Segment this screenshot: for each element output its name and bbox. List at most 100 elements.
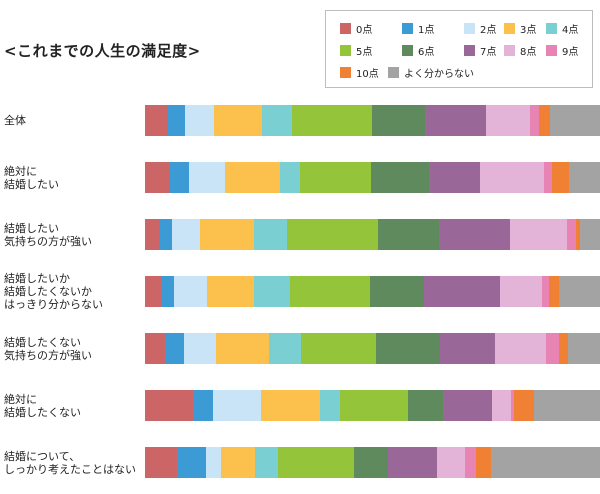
bar-segment — [280, 162, 301, 193]
legend-item-11: よく分からない — [388, 65, 474, 80]
bar-segment — [291, 105, 372, 136]
legend-label: 9点 — [562, 46, 579, 58]
bar-segment — [145, 390, 194, 421]
bar-segment — [254, 276, 291, 307]
legend-swatch — [340, 66, 351, 78]
bar-segment — [145, 276, 162, 307]
bar-segment — [173, 276, 208, 307]
bar-segment — [188, 162, 226, 193]
legend-swatch — [340, 44, 351, 56]
bar-segment — [542, 276, 550, 307]
bar-segment — [339, 390, 409, 421]
bar-segment — [579, 219, 600, 250]
bar-segment — [145, 162, 171, 193]
legend-item-5: 5点 — [340, 43, 372, 58]
bar-segment — [145, 333, 166, 364]
bar-segment — [509, 219, 568, 250]
bar-segment — [424, 276, 501, 307]
legend-label: 1点 — [418, 24, 435, 36]
bar-segment — [575, 219, 580, 250]
legend-swatch — [546, 44, 557, 56]
bar-segment — [491, 447, 600, 478]
legend-swatch — [504, 22, 515, 34]
legend-label: 4点 — [562, 24, 579, 36]
legend-label: 0点 — [356, 24, 373, 36]
bar-segment — [254, 447, 279, 478]
bar-segment — [225, 162, 281, 193]
legend-item-7: 7点 — [464, 43, 497, 58]
bar-segment — [207, 276, 255, 307]
legend-label: 6点 — [418, 46, 435, 58]
bar-segment — [494, 333, 547, 364]
legend-swatch — [388, 66, 399, 78]
bar-segment — [170, 162, 189, 193]
legend-item-2: 2点 — [464, 21, 497, 36]
bar-segment — [546, 333, 560, 364]
bar-segment — [491, 390, 512, 421]
bar-segment — [424, 105, 487, 136]
bar-segment — [184, 105, 214, 136]
bar-segment — [566, 219, 577, 250]
bar-segment — [165, 333, 185, 364]
bar-segment — [429, 162, 481, 193]
bar-segment — [320, 390, 341, 421]
chart-title: <これまでの人生の満足度> — [4, 42, 201, 60]
bar-segment — [184, 333, 217, 364]
row-label: 絶対に 結婚したい — [4, 164, 59, 191]
bar-segment — [177, 447, 206, 478]
bar-segment — [408, 390, 444, 421]
legend-label: 8点 — [520, 46, 537, 58]
bar-segment — [278, 447, 355, 478]
bar-segment — [539, 105, 551, 136]
bar-segment — [161, 276, 175, 307]
bar-segment — [558, 276, 600, 307]
bar-segment — [353, 447, 388, 478]
bar-segment — [552, 162, 569, 193]
bar-segment — [437, 447, 466, 478]
bar-segment — [511, 390, 515, 421]
bar-segment — [567, 333, 600, 364]
legend-swatch — [340, 22, 351, 34]
legend-label: 2点 — [480, 24, 497, 36]
bar-segment — [514, 390, 535, 421]
bar-segment — [199, 219, 255, 250]
bar-segment — [166, 105, 185, 136]
legend-item-9: 9点 — [546, 43, 579, 58]
legend-label: 3点 — [520, 24, 537, 36]
legend-label: よく分からない — [404, 68, 474, 80]
legend-label: 10点 — [356, 68, 379, 80]
legend-item-10: 10点 — [340, 65, 379, 80]
bar-segment — [371, 162, 430, 193]
bar-segment — [439, 333, 495, 364]
legend-item-4: 4点 — [546, 21, 579, 36]
legend-swatch — [464, 22, 475, 34]
bar-segment — [261, 105, 292, 136]
bar-segment — [145, 447, 178, 478]
legend-item-0: 0点 — [340, 21, 373, 36]
bar-segment — [290, 276, 371, 307]
legend-item-1: 1点 — [402, 21, 435, 36]
legend-item-3: 3点 — [504, 21, 537, 36]
row-label: 絶対に 結婚したくない — [4, 392, 81, 419]
bar-segment — [548, 276, 559, 307]
bar-segment — [486, 105, 531, 136]
bar-segment — [193, 390, 214, 421]
row-label: 結婚について、 しっかり考えたことはない — [4, 449, 136, 476]
row-label: 全体 — [4, 114, 26, 127]
bar-segment — [301, 333, 377, 364]
bar-segment — [286, 219, 379, 250]
bar-segment — [254, 219, 288, 250]
bar-segment — [549, 105, 600, 136]
bar-segment — [158, 219, 173, 250]
bar-segment — [475, 447, 492, 478]
legend: 0点 1点 2点 3点 4点 5点 6点 7点 8点 9点 10点 よく分からない — [325, 10, 593, 88]
legend-swatch — [402, 44, 413, 56]
bar-segment — [370, 276, 425, 307]
bar-segment — [145, 219, 159, 250]
bar-segment — [371, 105, 426, 136]
bar-segment — [377, 219, 440, 250]
legend-swatch — [402, 22, 413, 34]
legend-label: 7点 — [480, 46, 497, 58]
row-label: 結婚したいか 結婚したくないか はっきり分からない — [4, 272, 103, 311]
